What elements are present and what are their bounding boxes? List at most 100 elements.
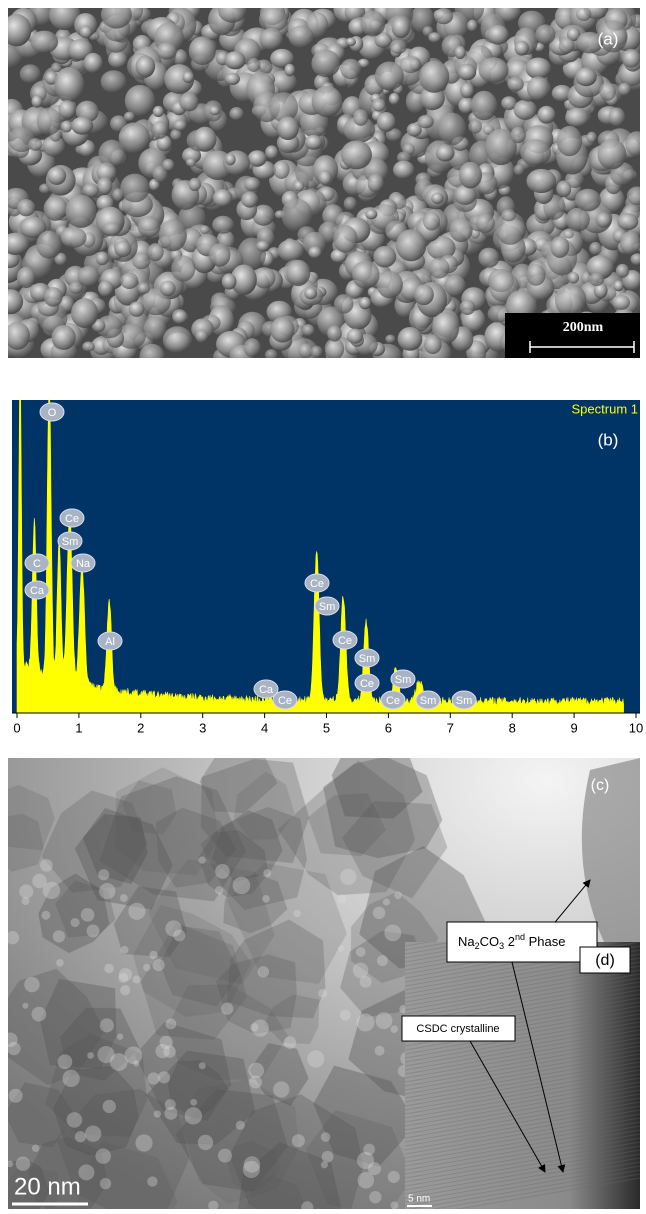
grain [244, 177, 261, 191]
pore [284, 1036, 297, 1049]
peak-label: Ce [65, 513, 79, 525]
grain [377, 112, 396, 132]
x-tick-label: 10 [629, 720, 643, 735]
peak-label: Ce [278, 695, 292, 707]
grain [247, 58, 260, 72]
pore [190, 1099, 197, 1106]
grain [225, 51, 246, 69]
pore [67, 1112, 83, 1128]
grain [44, 196, 68, 221]
grain [537, 106, 555, 124]
grain [373, 246, 396, 267]
grain [162, 159, 174, 171]
pore [99, 883, 115, 899]
peak-label: Al [105, 636, 115, 648]
pore [377, 955, 388, 966]
pore [318, 989, 327, 998]
grain [467, 20, 477, 32]
grain [65, 195, 96, 228]
pore [215, 864, 230, 879]
grain [471, 91, 497, 121]
grain [265, 349, 278, 361]
grain [596, 212, 611, 227]
grain [147, 243, 163, 261]
pore [166, 1019, 177, 1030]
peak-label: Na [76, 558, 91, 570]
pore [97, 1046, 114, 1063]
grain [28, 138, 42, 151]
grain [627, 186, 646, 205]
grain [229, 107, 243, 120]
pore [147, 1072, 159, 1084]
grain [346, 37, 356, 46]
grain [568, 272, 579, 284]
grain [347, 328, 363, 343]
peak-label: Sm [62, 536, 79, 548]
annotation-part: nd [515, 932, 525, 942]
pore [87, 1052, 94, 1059]
grain [31, 31, 58, 54]
pore [19, 884, 33, 898]
peak-label: Sm [359, 653, 376, 665]
grain [589, 242, 601, 255]
pore [95, 1148, 110, 1163]
pore [337, 894, 346, 903]
grain [160, 281, 176, 297]
grain [241, 192, 258, 208]
panel-label: (c) [591, 777, 610, 794]
annotation: Na2CO3 2nd Phase [458, 932, 566, 951]
grain [186, 158, 196, 167]
grain [17, 267, 35, 288]
grain [589, 273, 604, 286]
pore [158, 1071, 170, 1083]
grain [390, 39, 407, 53]
pore [390, 1201, 398, 1209]
grain [612, 295, 630, 310]
pore [383, 898, 390, 905]
pore [263, 869, 271, 877]
grain [20, 64, 41, 83]
grain [526, 57, 551, 79]
grain [179, 93, 198, 112]
pore [307, 1050, 324, 1067]
pore [56, 959, 64, 967]
pore [41, 911, 50, 920]
grain [44, 287, 63, 307]
grain [304, 287, 317, 299]
grain [120, 174, 149, 203]
grain [575, 189, 601, 212]
grain [277, 117, 299, 141]
grain [392, 16, 410, 38]
grain [80, 26, 92, 39]
grain [566, 208, 590, 232]
grain [36, 231, 62, 259]
grain [368, 173, 384, 192]
grain [478, 248, 499, 268]
x-tick-label: 7 [447, 720, 454, 735]
grain [365, 209, 377, 219]
grain [120, 273, 138, 289]
pore [165, 920, 181, 936]
grain [171, 255, 195, 281]
pore [100, 1018, 114, 1032]
grain [52, 325, 76, 350]
grain [248, 150, 267, 166]
grain [414, 284, 434, 305]
grain [78, 266, 100, 287]
grain [597, 139, 626, 169]
grain [557, 126, 582, 156]
grain [460, 300, 475, 315]
grain [630, 253, 643, 265]
pore [199, 856, 206, 863]
pore [16, 1157, 30, 1171]
x-tick-label: 4 [261, 720, 268, 735]
pore [128, 903, 145, 920]
pore [6, 931, 19, 944]
grain [209, 106, 220, 115]
pore [199, 1062, 206, 1069]
pore [22, 1003, 28, 1009]
pore [215, 886, 223, 894]
x-ticks: 012345678910 [13, 713, 643, 735]
grain [527, 76, 550, 100]
grain [311, 346, 323, 358]
